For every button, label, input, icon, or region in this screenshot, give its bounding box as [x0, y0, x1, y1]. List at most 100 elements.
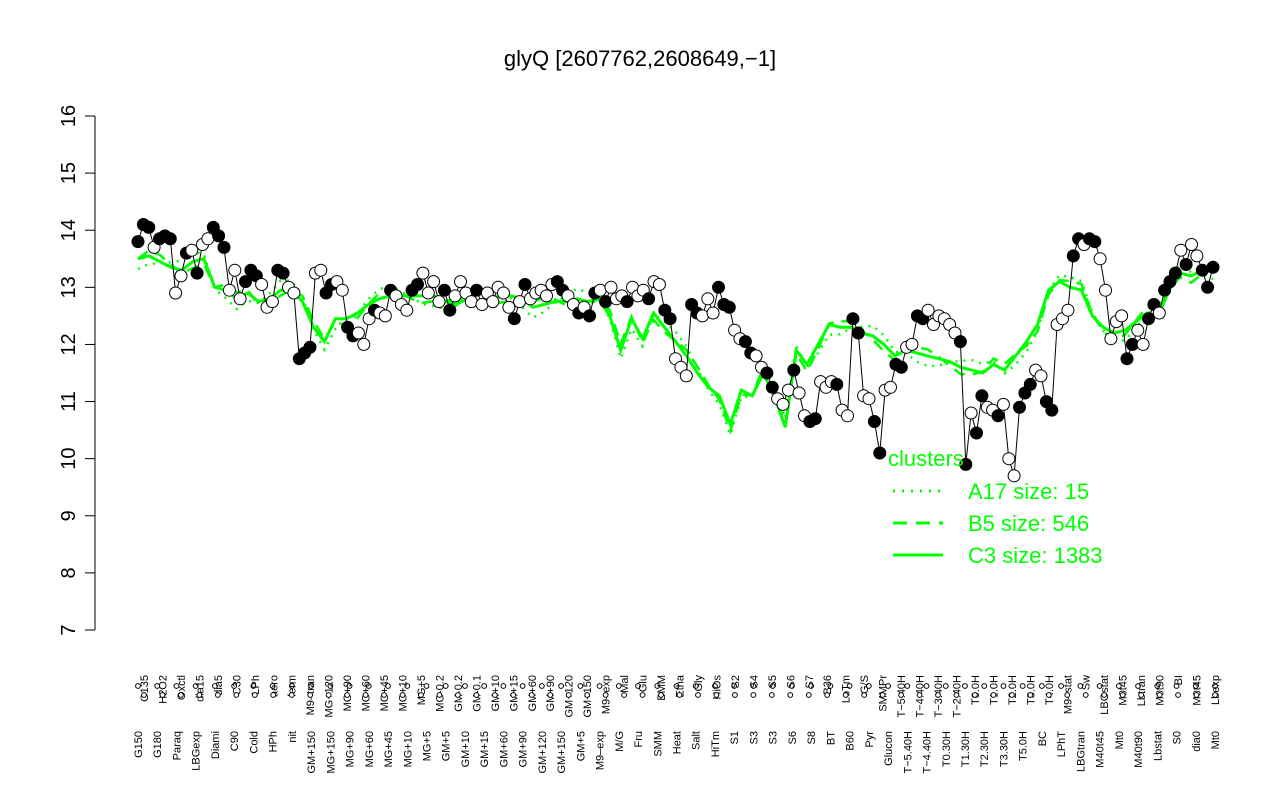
data-point-T0.30H	[959, 457, 973, 471]
x-rug-mark	[953, 692, 960, 698]
x-rug-mark	[1096, 683, 1103, 689]
data-point-LBGexp	[212, 229, 226, 243]
x-rug-mark	[214, 692, 221, 698]
x-rug-mark	[879, 692, 886, 698]
x-rug-mark	[788, 683, 795, 689]
x-rug-mark	[805, 692, 812, 698]
data-point-C30	[287, 286, 301, 300]
data-point-Gly	[701, 292, 715, 306]
x-rug-mark	[904, 683, 911, 689]
data-point-M/G	[593, 283, 607, 297]
x-tick-label-bottom: LPhT	[1056, 731, 1068, 758]
x-tick-label-top: T1.0H	[988, 675, 1000, 705]
x-tick-label-top: T0.0H	[970, 675, 982, 705]
data-point-S5	[792, 386, 806, 400]
x-rug-mark	[1175, 692, 1181, 698]
x-tick-label-bottom: Mt0	[1114, 731, 1126, 749]
x-rug-mark	[327, 683, 334, 689]
x-rug-mark	[1192, 683, 1199, 689]
data-point-H2O2	[169, 286, 183, 300]
x-tick-label-top: aero	[268, 675, 280, 697]
x-rug-mark	[769, 683, 776, 689]
legend-label: B5 size: 546	[968, 511, 1089, 536]
data-point-B60	[867, 415, 881, 428]
data-point-Sw	[1034, 369, 1048, 383]
data-point-LoTm	[884, 380, 897, 394]
chart-title: glyQ [2607762,2608649,−1]	[504, 46, 776, 71]
y-tick-label: 15	[58, 162, 80, 184]
x-rug-mark	[547, 692, 554, 698]
data-point-GM+60	[518, 278, 532, 291]
data-point-BT	[846, 312, 860, 326]
x-rug-mark	[1173, 683, 1180, 689]
x-rug-mark	[135, 683, 141, 689]
x-rug-mark	[231, 683, 238, 689]
x-tick-label-top: G135	[139, 675, 151, 702]
x-rug-mark	[1027, 692, 1034, 698]
x-tick-label-top: M0t45	[1118, 675, 1130, 706]
x-tick-label-bottom: HiTm	[710, 731, 722, 757]
x-rug-mark	[442, 683, 449, 689]
cluster-b5-line	[137, 249, 1214, 436]
data-point-LBGexp	[217, 240, 231, 254]
x-tick-label-top: T2.0H	[1007, 675, 1019, 705]
x-rug-mark	[500, 683, 507, 689]
legend-label: C3 size: 1383	[968, 543, 1103, 568]
x-tick-label-bottom: Heat	[672, 731, 684, 754]
x-tick-label-top: dia5	[213, 675, 225, 696]
x-tick-label-top: S5	[767, 675, 779, 688]
data-point-BC	[1013, 400, 1026, 414]
data-point-BMM	[652, 278, 666, 291]
x-rug-mark	[615, 683, 622, 689]
x-rug-mark	[731, 692, 738, 698]
data-point-S0	[1168, 266, 1182, 280]
data-point-ferm	[357, 337, 371, 351]
data-point-LPhT	[1045, 403, 1059, 417]
x-rug-mark	[935, 692, 941, 698]
data-point-Mt0	[1195, 263, 1209, 277]
x-rug-mark	[972, 692, 978, 698]
x-rug-mark	[808, 683, 815, 689]
x-rug-mark	[1119, 692, 1126, 698]
data-point-LPh	[314, 263, 328, 277]
x-rug-mark	[250, 683, 257, 689]
data-point-S2	[749, 349, 763, 363]
x-tick-label-bottom: Mt0	[1210, 731, 1222, 749]
data-point-Diami	[239, 275, 252, 289]
x-rug-mark	[491, 692, 498, 698]
x-rug-mark	[346, 683, 353, 689]
x-rug-mark	[865, 683, 872, 689]
x-rug-mark	[1193, 692, 1200, 698]
x-rug-mark	[639, 692, 646, 698]
x-tick-label-top: B36	[822, 675, 834, 695]
data-point-B60	[873, 446, 887, 460]
x-rug-mark	[1212, 692, 1218, 698]
x-tick-label-top: Lbexp	[1210, 675, 1222, 705]
x-tick-label-top: Lbtran	[1136, 675, 1148, 706]
y-tick-label: 7	[58, 624, 80, 635]
y-tick-label: 14	[58, 219, 80, 241]
x-rug-mark	[173, 683, 180, 689]
x-tick-label-bottom: LBGtran	[1075, 731, 1087, 772]
x-tick-label-bottom: BC	[1037, 731, 1049, 746]
data-point-MG+45	[421, 286, 435, 300]
x-tick-label-bottom: M40t90	[1133, 731, 1145, 768]
legend-label: A17 size: 15	[968, 479, 1089, 504]
x-tick-label-bottom: G180	[152, 731, 164, 758]
x-rug-mark	[154, 683, 161, 689]
x-tick-label-bottom: T1.30H	[960, 731, 972, 767]
x-tick-label-bottom: GM+150	[306, 731, 318, 774]
data-point-LBGtran	[1066, 249, 1080, 263]
x-tick-label-bottom: Pyr	[864, 731, 876, 748]
data-point-Paraq	[185, 243, 199, 257]
x-rug-mark	[990, 692, 997, 698]
x-rug-mark	[768, 692, 775, 698]
x-tick-label-bottom: GM+15	[479, 731, 491, 767]
data-point-MG+5	[443, 303, 457, 317]
x-tick-label-bottom: MG+5	[421, 731, 433, 761]
x-tick-label-bottom: GM+5	[575, 731, 587, 761]
x-rug-mark	[538, 683, 545, 689]
x-rug-mark	[141, 692, 147, 698]
data-point-BT	[851, 326, 865, 340]
x-tick-label-top: dia15	[194, 675, 206, 702]
